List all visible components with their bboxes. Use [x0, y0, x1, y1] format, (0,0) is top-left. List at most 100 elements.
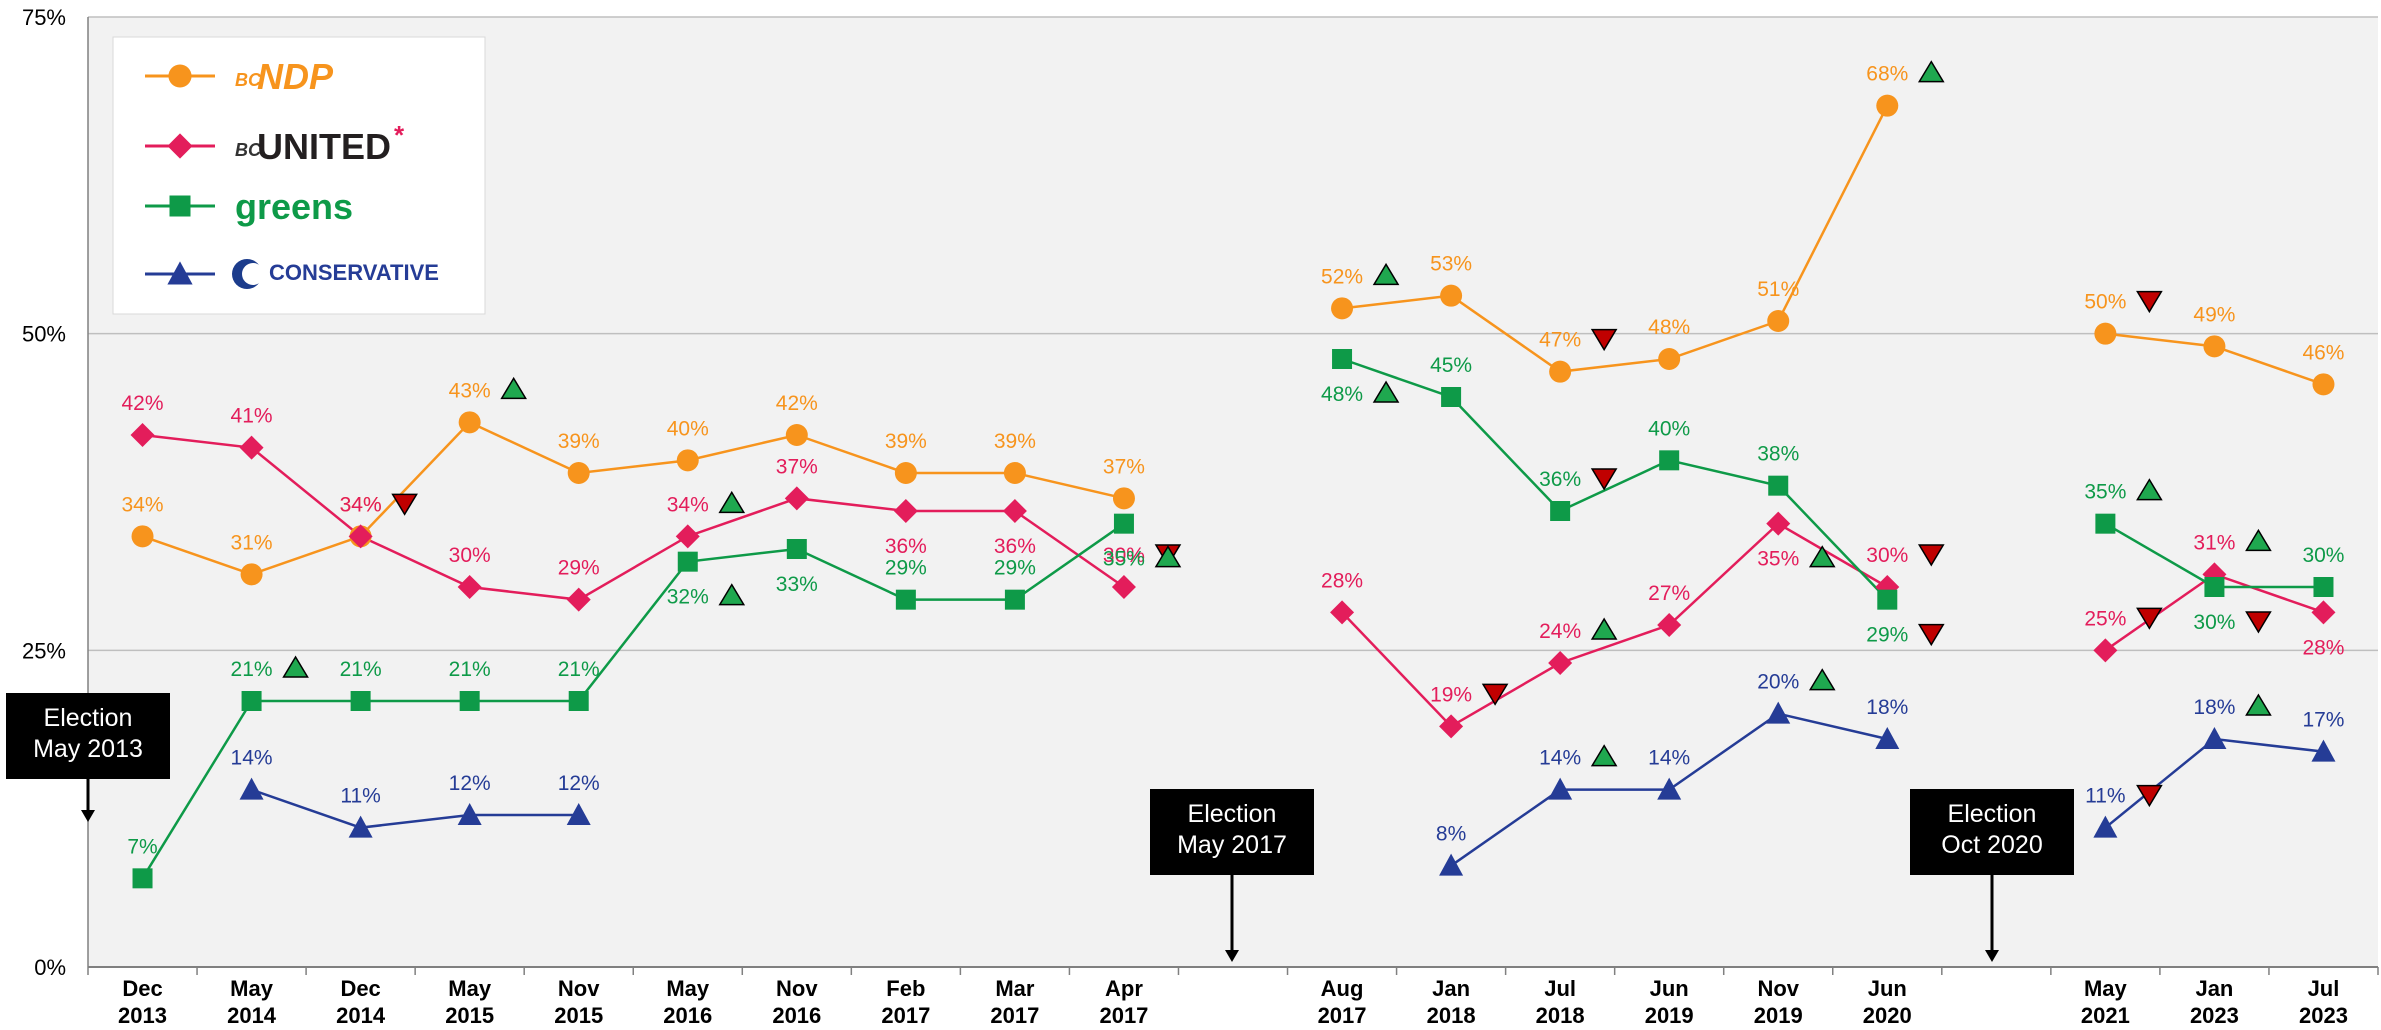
bc-united-data-label: 36% — [994, 535, 1036, 558]
conservative-data-label: 14% — [1539, 747, 1581, 770]
bc-ndp-point — [1549, 360, 1572, 383]
bc-ndp-data-label: 31% — [231, 531, 273, 554]
legend-logo-text: NDP — [257, 56, 334, 97]
bc-ndp-data-label: 37% — [1103, 455, 1145, 478]
annotation-text: Election — [1948, 800, 2037, 828]
annotation-arrow-head — [1985, 950, 1999, 962]
x-tick-label: Mar — [995, 976, 1035, 1001]
bc-united-point — [239, 435, 264, 460]
greens-data-label: 7% — [127, 835, 157, 858]
trend-down-icon — [1590, 468, 1618, 491]
conservative-logo-icon-inner — [242, 263, 264, 285]
bc-ndp-point — [676, 449, 699, 472]
trend-up-icon — [1808, 545, 1836, 568]
greens-point — [2313, 577, 2334, 597]
bc-ndp-point — [131, 525, 154, 548]
bc-united-point — [457, 575, 482, 599]
greens-data-label: 38% — [1757, 443, 1799, 466]
conservative-data-label: 8% — [1436, 823, 1466, 846]
annotation-arrow-head — [81, 810, 95, 822]
trend-down-icon — [391, 493, 418, 516]
trend-up-icon — [2245, 693, 2272, 716]
x-tick-label: May — [448, 976, 492, 1001]
annotation-text: May 2017 — [1177, 831, 1287, 859]
bc-united-data-label: 24% — [1539, 620, 1581, 643]
legend-square-icon — [169, 195, 191, 217]
conservative-data-label: 12% — [449, 772, 491, 795]
bc-united-data-label: 27% — [1648, 582, 1690, 605]
bc-united-point — [675, 524, 700, 549]
bc-united-point — [893, 499, 918, 523]
trend-up-icon — [1372, 380, 1400, 403]
y-axis-ticks: 0% 25% 50% 75% — [22, 5, 66, 980]
conservative-point — [2093, 815, 2118, 838]
trend-down-icon — [1590, 328, 1618, 352]
legend-logo-text: UNITED — [257, 126, 391, 167]
bc-ndp-point — [1876, 94, 1899, 117]
annotation-box — [1150, 789, 1314, 875]
conservative-point — [2311, 739, 2336, 762]
bc-ndp-data-label: 47% — [1539, 329, 1581, 352]
greens-data-label: 48% — [1321, 383, 1363, 406]
greens-point — [1877, 589, 1898, 610]
bc-united-point — [784, 486, 809, 511]
bc-ndp-point — [458, 411, 481, 434]
x-tick-label: 2017 — [1318, 1003, 1367, 1028]
trend-up-icon — [1590, 617, 1618, 640]
bc-united-data-label: 34% — [667, 493, 709, 516]
conservative-data-label: 11% — [2085, 785, 2125, 808]
bc-united-data-label: 31% — [2193, 531, 2235, 554]
x-tick-label: May — [666, 976, 710, 1001]
bc-ndp-data-label: 34% — [122, 493, 164, 516]
greens-point — [895, 589, 916, 610]
y-tick-label: 25% — [22, 638, 66, 663]
conservative-point — [1657, 777, 1682, 800]
bc-united-data-label: 30% — [1103, 544, 1145, 567]
x-tick-label: 2017 — [881, 1003, 930, 1028]
bc-united-data-label: 30% — [449, 544, 491, 567]
bc-united-data-label: 30% — [1866, 544, 1908, 567]
bc-united-point — [566, 587, 591, 612]
bc-ndp-data-label: 39% — [558, 430, 600, 453]
bc-ndp-point — [2312, 373, 2335, 396]
greens-point — [1768, 475, 1789, 496]
x-tick-label: May — [2084, 976, 2128, 1001]
annotation-text: Election — [1188, 800, 1277, 828]
bc-united-point — [1111, 575, 1136, 599]
bc-ndp-point — [785, 424, 808, 446]
conservative-line — [251, 788, 579, 829]
trend-up-icon — [500, 376, 527, 400]
gridlines — [87, 16, 2378, 968]
x-tick-label: 2019 — [1754, 1003, 1803, 1028]
conservative-data-label: 11% — [340, 785, 380, 808]
bc-united-data-label: 42% — [122, 392, 164, 415]
bc-ndp-data-label: 39% — [994, 430, 1036, 453]
bc-ndp-data-label: 34% — [340, 493, 382, 516]
legend-entry-greens: greens — [145, 186, 353, 227]
trend-down-icon — [1917, 623, 1945, 647]
y-tick-label: 0% — [34, 955, 66, 980]
bc-ndp-data-label: 43% — [449, 379, 491, 402]
conservative-data-label: 17% — [2302, 709, 2344, 732]
x-tick-label: Jul — [1544, 976, 1576, 1001]
x-tick-label: 2016 — [663, 1003, 712, 1028]
bc-united-data-label: 29% — [558, 557, 600, 580]
greens-point — [1441, 387, 1462, 407]
trend-down-icon — [2136, 784, 2163, 808]
x-axis-ticks: Dec2013May2014Dec2014May2015Nov2015May20… — [87, 967, 2379, 1028]
bc-ndp-point — [1440, 284, 1463, 307]
y-tick-label: 75% — [22, 5, 66, 30]
trend-up-icon — [1917, 60, 1945, 83]
x-tick-label: Jun — [1868, 976, 1907, 1001]
x-tick-label: Nov — [558, 976, 600, 1001]
bc-united-data-label: 25% — [2084, 607, 2126, 630]
trend-up-icon — [1372, 262, 1400, 286]
greens-point — [2204, 577, 2225, 597]
greens-data-label: 45% — [1430, 354, 1472, 377]
trend-down-icon — [2136, 290, 2163, 314]
bc-united-point — [130, 423, 155, 447]
trend-up-icon — [2136, 478, 2163, 501]
greens-data-label: 29% — [1866, 624, 1908, 647]
